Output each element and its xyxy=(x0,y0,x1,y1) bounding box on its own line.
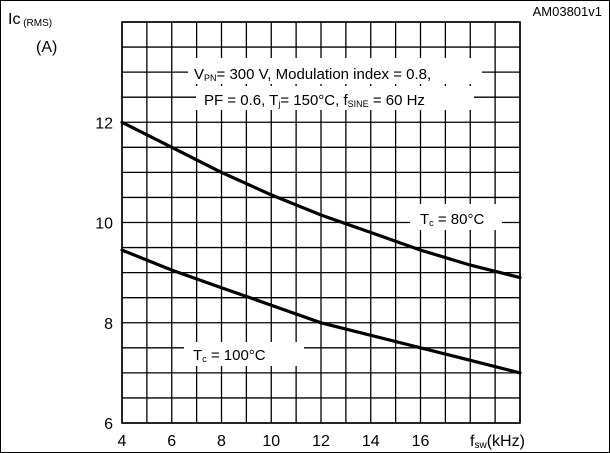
series-line-1 xyxy=(120,120,522,280)
y-tick-label: 6 xyxy=(104,416,113,433)
y-tick-label: 12 xyxy=(95,115,113,132)
series-label-2: Tc = 100°C xyxy=(193,347,266,364)
plot-border xyxy=(121,21,521,424)
series-label-backdrop-2 xyxy=(184,342,304,366)
curves xyxy=(120,120,522,375)
series-line-2 xyxy=(120,248,522,375)
x-tick-label: 10 xyxy=(262,433,280,450)
y-axis-unit: (A) xyxy=(36,39,57,56)
x-axis-label: fsw(kHz) xyxy=(470,433,525,451)
x-tick-label: 14 xyxy=(362,433,380,450)
y-tick-label: 10 xyxy=(95,216,113,233)
x-tick-label: 4 xyxy=(118,433,127,450)
x-tick-label: 12 xyxy=(312,433,330,450)
y-tick-label: 8 xyxy=(104,316,113,333)
conditions-line-2: PF = 0.6, Tj= 150°C, fSINE = 60 Hz xyxy=(204,92,425,109)
conditions-backdrop-2 xyxy=(196,86,474,110)
y-axis-label: Ic (RMS) xyxy=(8,11,52,29)
x-tick-label: 8 xyxy=(217,433,226,450)
document-id: AM03801v1 xyxy=(532,4,602,19)
conditions-line-1: VPN= 300 V, Modulation index = 0.8, xyxy=(194,66,431,83)
series-label-backdrop-1 xyxy=(410,204,502,230)
x-tick-label: 16 xyxy=(412,433,430,450)
x-tick-label: 6 xyxy=(167,433,176,450)
conditions-backdrop-1 xyxy=(188,58,482,84)
series-label-1: Tc = 80°C xyxy=(420,211,484,228)
